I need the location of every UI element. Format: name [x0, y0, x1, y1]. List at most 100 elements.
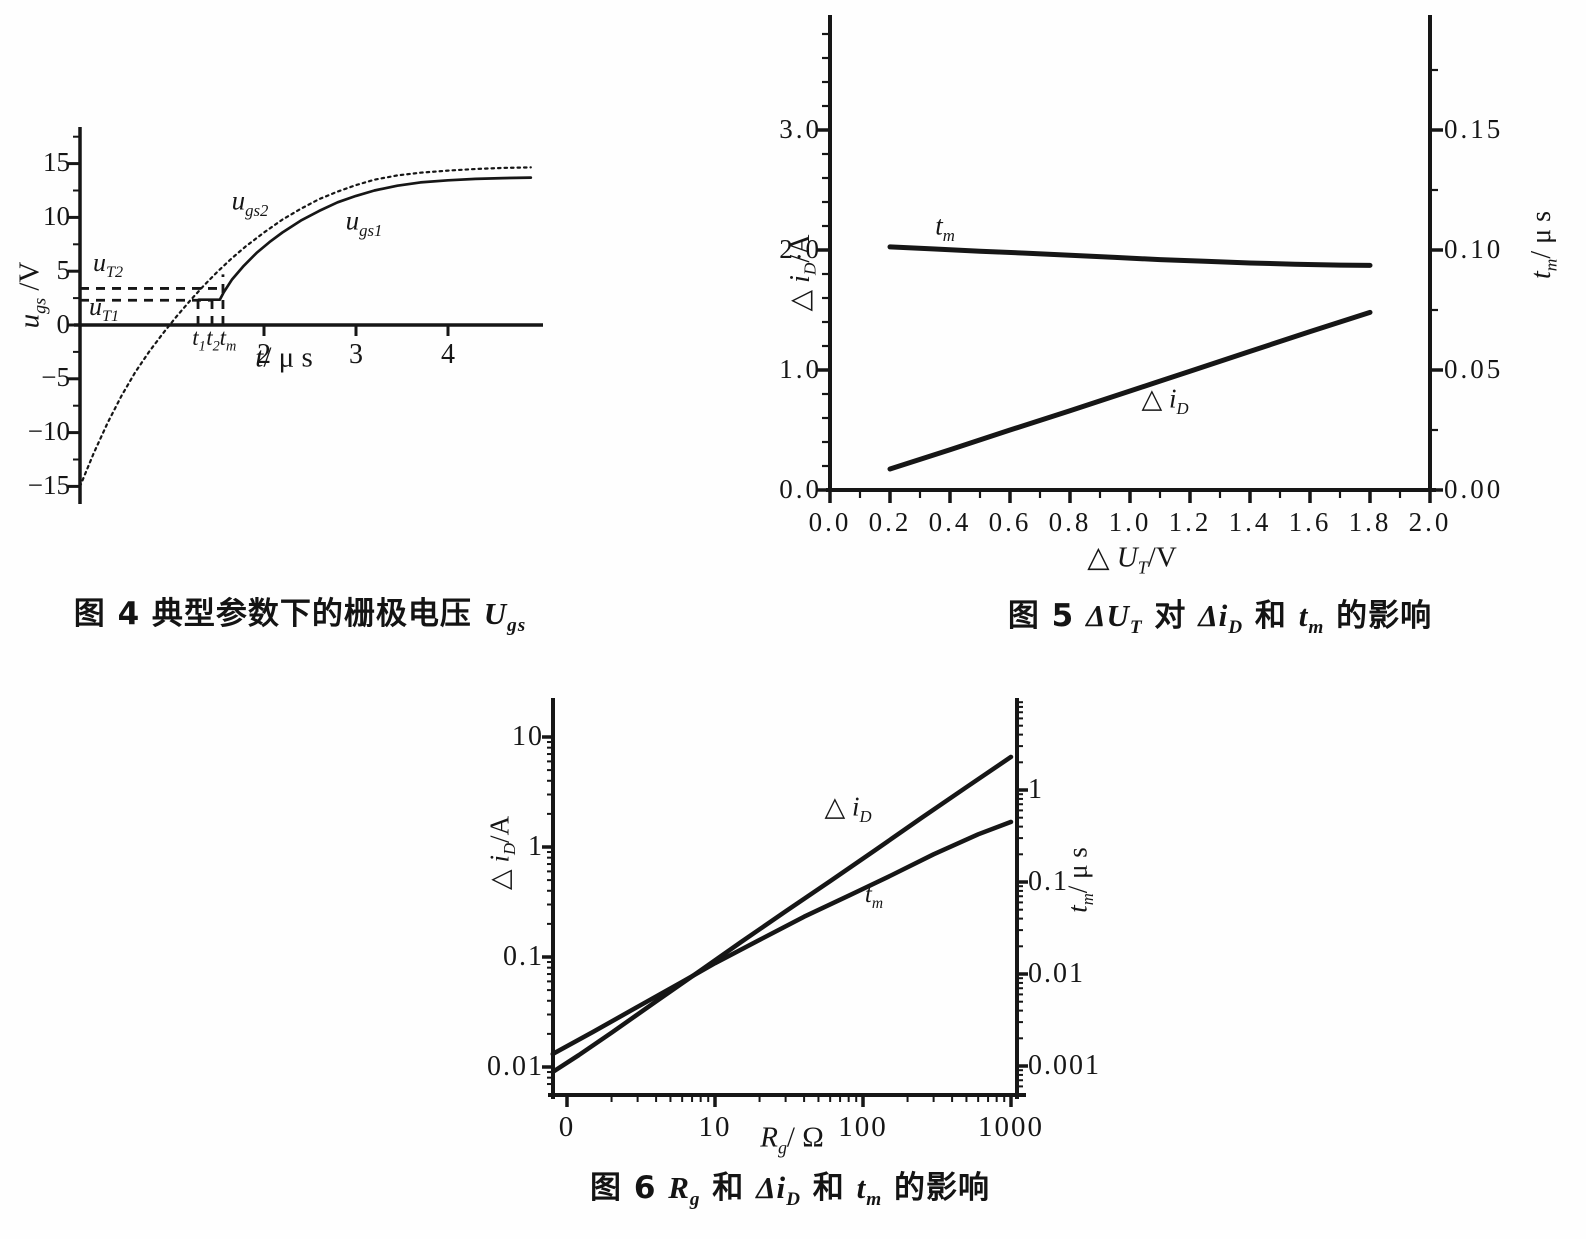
threshold-label-ut1: uT1	[89, 292, 120, 326]
threshold-label-ut2: uT2	[92, 248, 124, 282]
series-tm	[887, 244, 1373, 268]
label-part: t	[1526, 271, 1557, 280]
figure4-gate-voltage-chart: 2 3 4 15 10 5 0 −5 −10 −15 ugs /V t/ μ s ugs2 ugs1 uT2…	[10, 95, 570, 545]
series-u_gs2	[78, 166, 532, 488]
label-part: / Ω	[786, 1121, 824, 1154]
tick-label: 3.0	[779, 113, 822, 144]
x-axis-title: t/ μ s	[255, 342, 312, 375]
label-part: / μ s	[1526, 210, 1557, 259]
label-part: t	[856, 1170, 867, 1205]
label-part: m	[871, 895, 884, 912]
label-part: i	[851, 791, 860, 822]
y-axis-title-right: tm/ μ s	[1062, 847, 1097, 913]
label-part: t	[864, 881, 872, 908]
figure6-caption: 图 6 Rg 和 ΔiD 和 tm 的影响	[520, 1162, 1060, 1211]
tick-label: 0.4	[928, 507, 972, 537]
label-part: u	[92, 248, 106, 277]
label-part: △	[1141, 383, 1169, 414]
label-part: △	[824, 791, 852, 822]
label-part: t	[219, 325, 227, 350]
y-axis-title-left: △ iD/A	[484, 816, 519, 891]
tick-label: 0.05	[1444, 353, 1504, 384]
tick-label: 0.1	[503, 940, 544, 972]
label-part: i	[1168, 383, 1177, 414]
figure5-caption: 图 5 ΔUT 对 ΔiD 和 tm 的影响	[930, 590, 1510, 639]
tick-label: 0.15	[1444, 113, 1504, 144]
label-part: 和	[1243, 598, 1299, 634]
tick-label: 0.01	[487, 1050, 544, 1082]
curve-label-did: △ iD	[1141, 383, 1189, 418]
tick-label: 0.001	[1028, 1049, 1101, 1081]
label-part: D	[800, 262, 820, 276]
tick-label: 0	[56, 308, 71, 339]
tick-label: 10	[43, 200, 70, 231]
tick-label: 1.2	[1168, 507, 1212, 537]
label-part: R	[760, 1121, 778, 1154]
label-part: m	[1541, 258, 1561, 272]
label-part: 2	[212, 338, 220, 355]
tick-label: 0.0	[808, 507, 852, 537]
label-part: △	[484, 862, 515, 891]
label-part: gs2	[245, 200, 269, 220]
label-part: Δi	[756, 1170, 787, 1205]
label-part: m	[226, 338, 237, 355]
label-part: △	[1087, 541, 1117, 574]
label-part: T1	[101, 308, 120, 326]
label-part: / μ s	[1062, 847, 1093, 894]
tick-label: 0.0	[779, 473, 822, 504]
series-did	[887, 309, 1373, 472]
label-part: m	[942, 225, 955, 245]
y-axis-title: ugs /V	[13, 262, 50, 329]
tick-label: 15	[43, 147, 70, 178]
label-part: gs	[507, 615, 527, 637]
figure6-rg-influence-chart: 0 10 100 1000 10 1 0.1 0.01 1 0.1 0.01 0.001 △ iD/A t…	[470, 675, 1130, 1175]
label-part: 和	[801, 1170, 857, 1206]
label-part: 图 6	[590, 1170, 669, 1206]
tick-label: 5	[56, 254, 71, 285]
time-label-tm: tm	[219, 325, 237, 354]
label-part: i	[484, 855, 515, 863]
tick-label: 0.6	[988, 507, 1032, 537]
label-part: D	[1176, 398, 1189, 418]
tick-label: 2	[257, 339, 271, 370]
curve-label-tm: tm	[864, 881, 884, 912]
tick-label: 2.0	[1408, 507, 1452, 537]
label-part: 图 4 典型参数下的栅极电压	[73, 596, 484, 632]
tick-label: 0.1	[1028, 865, 1069, 897]
label-part: m	[1308, 617, 1325, 639]
label-part: t	[1298, 598, 1309, 633]
tick-label: 1.6	[1288, 507, 1332, 537]
curve-label-tm: tm	[935, 211, 955, 245]
tick-label: 100	[838, 1111, 888, 1143]
figure4-caption: 图 4 典型参数下的栅极电压 Ugs	[30, 588, 570, 637]
label-part: g	[777, 1137, 787, 1158]
series-u_gs1	[197, 176, 533, 302]
label-part: u	[13, 313, 46, 329]
label-part: T2	[105, 264, 124, 282]
tick-label: 2.0	[779, 233, 822, 264]
fig6-canvas	[542, 698, 1028, 1107]
label-part: D	[859, 806, 872, 826]
time-label-t2: t2	[206, 325, 220, 354]
label-part: U	[1116, 541, 1138, 574]
curve-label-ugs2: ugs2	[232, 186, 269, 220]
label-part: t	[192, 325, 199, 350]
tick-label: 1	[1028, 773, 1044, 805]
label-part: t	[206, 325, 213, 350]
label-part: D	[1228, 617, 1244, 639]
tick-label: 10	[512, 720, 544, 752]
label-part: g	[689, 1189, 701, 1211]
label-part: u	[345, 205, 360, 236]
tick-label: 0.00	[1444, 473, 1504, 504]
tick-label: 1	[528, 830, 544, 862]
time-label-t1: t1	[192, 325, 206, 354]
fig4-canvas	[68, 127, 543, 504]
label-part: m	[1077, 893, 1097, 906]
label-part: i	[785, 275, 816, 283]
label-part: 的影响	[1324, 598, 1433, 634]
tick-label: 10	[698, 1111, 732, 1143]
label-part: T	[1129, 617, 1143, 639]
label-part: R	[668, 1170, 690, 1205]
label-part: / μ s	[263, 341, 313, 374]
